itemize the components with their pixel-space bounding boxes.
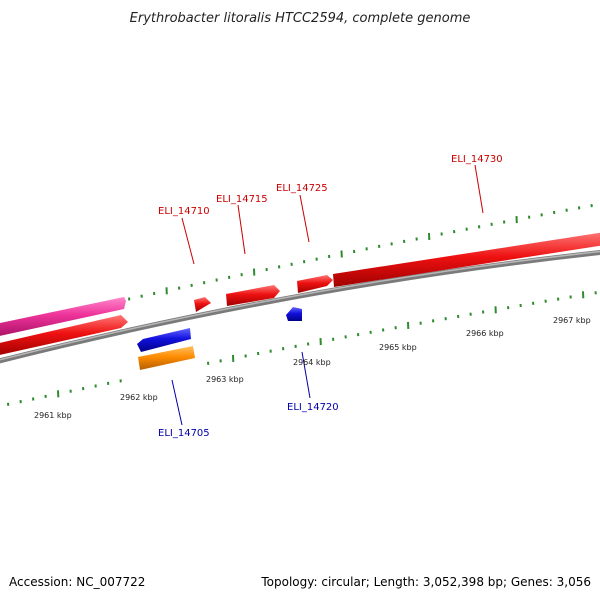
- genome-backbone: [0, 250, 600, 364]
- genome-summary-text: Topology: circular; Length: 3,052,398 bp…: [260, 575, 591, 589]
- map-title: Erythrobacter litoralis HTCC2594, comple…: [130, 11, 471, 26]
- orange-feature: [138, 346, 195, 370]
- gene-label-eli-14720[interactable]: ELI_14720: [287, 402, 339, 413]
- gene-label-eli-14725[interactable]: ELI_14725: [276, 183, 328, 194]
- lower-tick-track: [7, 291, 597, 406]
- gene-label-eli-14715[interactable]: ELI_14715: [216, 194, 268, 205]
- scale-label-2967: 2967 kbp: [553, 316, 591, 325]
- gene-arrow-eli-14715[interactable]: [226, 285, 280, 306]
- accession-text: Accession: NC_007722: [9, 575, 145, 589]
- scale-label-2961: 2961 kbp: [34, 411, 72, 420]
- leader-line-eli-14730: [474, 164, 484, 214]
- gene-label-eli-14710[interactable]: ELI_14710: [158, 206, 210, 217]
- gene-arrow-eli-14720[interactable]: [286, 307, 302, 321]
- scale-label-2965: 2965 kbp: [379, 343, 417, 352]
- gene-arrow-eli-14710[interactable]: [194, 297, 211, 312]
- scale-label-2964: 2964 kbp: [293, 358, 331, 367]
- leader-line-eli-14710: [181, 217, 195, 265]
- gene-label-eli-14705[interactable]: ELI_14705: [158, 428, 210, 439]
- leader-line-eli-14705: [171, 379, 183, 426]
- scale-label-2966: 2966 kbp: [466, 329, 504, 338]
- gene-arrow-eli-14730[interactable]: [333, 232, 600, 287]
- leader-line-eli-14725: [299, 194, 310, 243]
- leader-line-eli-14720: [301, 351, 311, 399]
- leader-line-eli-14715: [237, 204, 246, 255]
- gene-arrow-eli-14705[interactable]: [137, 328, 191, 352]
- scale-label-2962: 2962 kbp: [120, 393, 158, 402]
- pink-feature: [0, 297, 126, 336]
- gene-arrow-eli-14725[interactable]: [297, 275, 333, 293]
- gene-arrow-left-edge: [0, 315, 128, 355]
- scale-label-2963: 2963 kbp: [206, 375, 244, 384]
- gene-label-eli-14730[interactable]: ELI_14730: [451, 154, 503, 165]
